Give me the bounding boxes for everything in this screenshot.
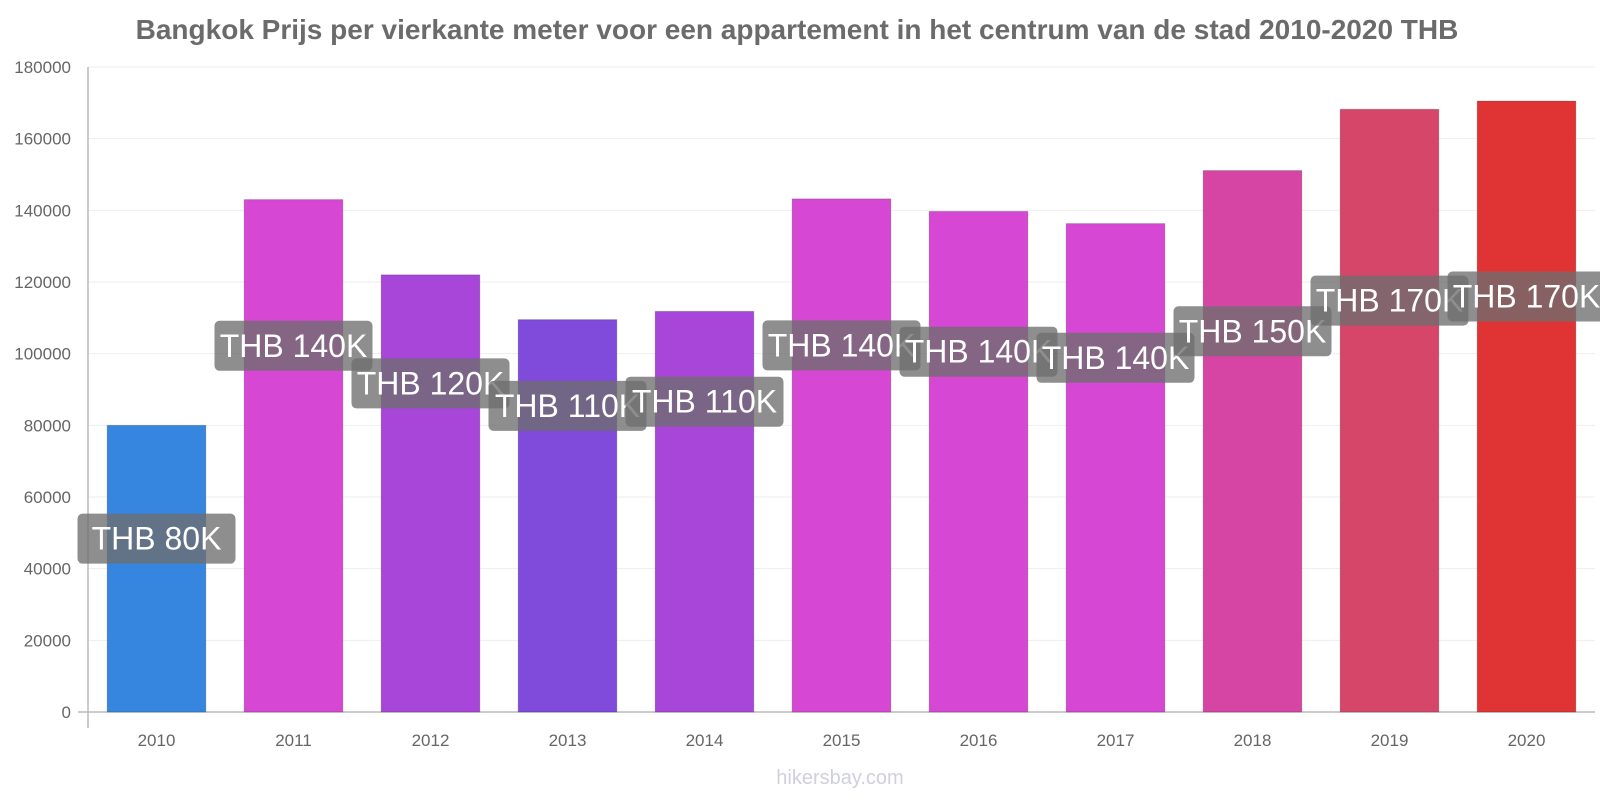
y-tick-label: 80000 bbox=[24, 416, 71, 435]
y-tick-label: 40000 bbox=[24, 560, 71, 579]
data-label-box bbox=[1173, 306, 1332, 357]
data-label: THB 120K bbox=[357, 365, 505, 401]
bar-2018 bbox=[1202, 170, 1303, 713]
chart-title: Bangkok Prijs per vierkante meter voor e… bbox=[135, 14, 1459, 45]
data-label: THB 170K bbox=[1453, 279, 1600, 315]
data-label: THB 140K bbox=[905, 334, 1053, 370]
bar-2014 bbox=[654, 310, 755, 713]
data-label: THB 140K bbox=[220, 328, 368, 364]
data-label-box bbox=[214, 320, 373, 371]
bar-2010 bbox=[106, 424, 207, 713]
data-label: THB 150K bbox=[1179, 313, 1327, 349]
bar-2015 bbox=[791, 198, 892, 713]
y-tick-label: 20000 bbox=[24, 631, 71, 650]
bar-2020 bbox=[1476, 100, 1577, 713]
x-tick-label: 2015 bbox=[823, 731, 861, 750]
y-tick-label: 100000 bbox=[14, 345, 71, 364]
x-tick-label: 2011 bbox=[275, 731, 312, 750]
data-label-box bbox=[762, 320, 921, 371]
bar-2011 bbox=[243, 199, 344, 713]
bar-2012 bbox=[380, 274, 481, 713]
data-label-box bbox=[1036, 332, 1195, 383]
y-tick-label: 120000 bbox=[14, 273, 71, 292]
x-tick-label: 2020 bbox=[1508, 731, 1546, 750]
data-label: THB 110K bbox=[632, 384, 777, 420]
watermark: hikersbay.com bbox=[776, 767, 904, 789]
data-label: THB 110K bbox=[495, 388, 640, 424]
data-label: THB 170K bbox=[1316, 283, 1464, 319]
data-label-box bbox=[1310, 275, 1469, 326]
bar-2017 bbox=[1065, 223, 1166, 713]
x-tick-label: 2016 bbox=[960, 731, 998, 750]
data-label-box bbox=[488, 380, 647, 431]
data-label-box bbox=[351, 358, 510, 409]
data-label: THB 140K bbox=[768, 327, 916, 363]
bar-2016 bbox=[928, 210, 1029, 713]
y-tick-label: 180000 bbox=[14, 58, 71, 77]
x-tick-label: 2012 bbox=[412, 731, 450, 750]
bar-2019 bbox=[1339, 108, 1440, 713]
x-tick-label: 2018 bbox=[1234, 731, 1272, 750]
y-tick-label: 60000 bbox=[24, 488, 71, 507]
y-tick-label: 140000 bbox=[14, 201, 71, 220]
data-label-box bbox=[625, 376, 784, 427]
x-tick-label: 2017 bbox=[1097, 731, 1135, 750]
x-tick-label: 2014 bbox=[686, 731, 724, 750]
data-label: THB 80K bbox=[92, 521, 222, 557]
y-tick-label: 160000 bbox=[14, 130, 71, 149]
data-label-box bbox=[899, 326, 1058, 377]
x-tick-label: 2010 bbox=[138, 731, 176, 750]
y-tick-label: 0 bbox=[62, 703, 71, 722]
x-tick-label: 2013 bbox=[549, 731, 587, 750]
bar-2013 bbox=[517, 319, 618, 713]
x-tick-label: 2019 bbox=[1371, 731, 1409, 750]
data-label-box bbox=[77, 513, 236, 564]
data-label-box bbox=[1447, 271, 1600, 322]
data-label: THB 140K bbox=[1042, 340, 1190, 376]
